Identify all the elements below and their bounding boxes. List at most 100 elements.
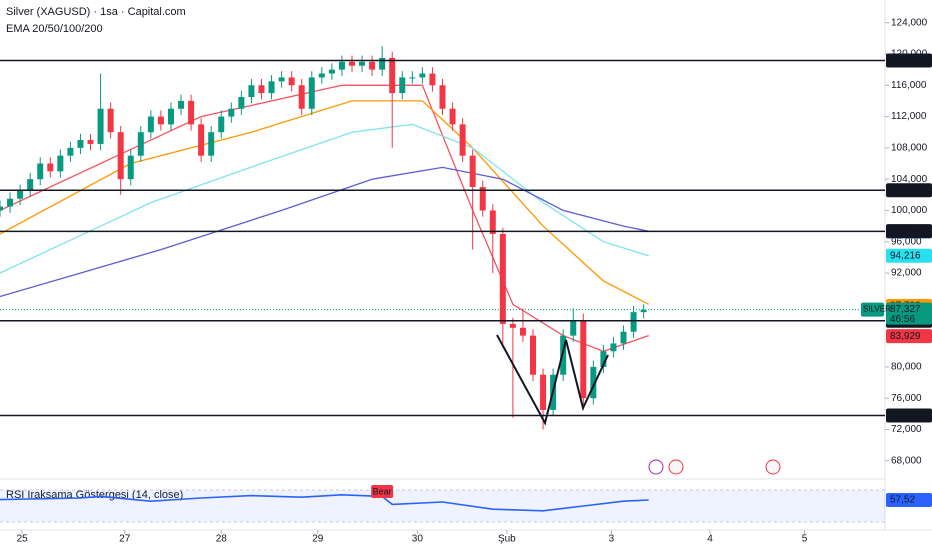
y-tick-label: 96,000 bbox=[891, 236, 922, 247]
y-tick-label: 72,000 bbox=[891, 424, 922, 435]
candle-body bbox=[640, 309, 647, 313]
candle-body bbox=[147, 116, 154, 133]
price-tag bbox=[886, 224, 932, 239]
candle-body bbox=[258, 85, 265, 94]
y-tick-label: 104,000 bbox=[891, 174, 928, 185]
candle-body bbox=[610, 343, 617, 352]
indicator-label: EMA 20/50/100/200 bbox=[6, 23, 103, 35]
last-price-tag bbox=[886, 302, 932, 325]
y-tick-label: 92,000 bbox=[891, 268, 922, 279]
candle-body bbox=[318, 73, 325, 78]
chart-title: Silver (XAGUSD) · 1sa · Capital.com bbox=[6, 6, 186, 18]
candle-body bbox=[137, 132, 144, 156]
candle-body bbox=[0, 206, 3, 211]
candle-body bbox=[399, 77, 406, 94]
candle-body bbox=[178, 100, 185, 109]
candle-body bbox=[97, 108, 104, 144]
rsi-line bbox=[0, 493, 649, 512]
candle-body bbox=[519, 327, 526, 336]
x-tick-label: 28 bbox=[216, 534, 228, 545]
price-tag-label: 94,216 bbox=[890, 250, 921, 261]
x-tick-label: 30 bbox=[412, 534, 424, 545]
candle-body bbox=[449, 108, 456, 125]
candle-body bbox=[238, 97, 245, 109]
candle-body bbox=[117, 132, 124, 180]
level-badge bbox=[886, 183, 932, 198]
candle-body bbox=[127, 155, 134, 180]
candle-body bbox=[278, 77, 285, 82]
event-icon bbox=[648, 459, 664, 475]
candle-body bbox=[540, 374, 547, 410]
plot bbox=[0, 46, 885, 430]
candle-body bbox=[268, 81, 275, 94]
rsi-tag bbox=[886, 492, 932, 507]
signal-label: Bear bbox=[373, 486, 392, 496]
candle-body bbox=[630, 312, 637, 332]
x-tick-label: 4 bbox=[707, 534, 713, 545]
candle-body bbox=[389, 57, 396, 94]
candle-body bbox=[107, 108, 114, 133]
rsi-tag-label: 57,52 bbox=[890, 495, 915, 506]
candle-body bbox=[17, 190, 24, 199]
x-tick-label: 5 bbox=[802, 534, 808, 545]
candle-body bbox=[308, 77, 315, 109]
candle-body bbox=[509, 323, 516, 328]
candle-body bbox=[369, 61, 376, 70]
y-tick-label: 112,000 bbox=[891, 111, 927, 122]
candle-body bbox=[600, 351, 607, 367]
candle-body bbox=[288, 77, 295, 86]
candle-body bbox=[188, 100, 195, 125]
w-pattern bbox=[496, 334, 609, 426]
level-badge-label: 102,588 bbox=[890, 185, 927, 196]
price-tag-label: 83,929 bbox=[890, 331, 921, 342]
y-tick-label: 80,000 bbox=[891, 362, 922, 373]
candle-body bbox=[499, 233, 506, 324]
candle-body bbox=[228, 108, 235, 117]
candle-body bbox=[77, 140, 84, 148]
candle-body bbox=[479, 186, 486, 211]
candle-body bbox=[67, 147, 74, 156]
ema-line bbox=[0, 100, 649, 305]
candle-body bbox=[47, 163, 54, 172]
x-tick-label: Şub bbox=[498, 534, 516, 545]
y-tick-label: 116,000 bbox=[891, 80, 927, 91]
candle-body bbox=[218, 116, 225, 133]
x-tick-label: 29 bbox=[312, 534, 324, 545]
candle-body bbox=[379, 57, 386, 70]
candle-body bbox=[167, 108, 174, 125]
candle-body bbox=[87, 140, 94, 144]
symbol-tag bbox=[861, 302, 884, 317]
candle-body bbox=[530, 335, 537, 375]
candle-body bbox=[57, 155, 64, 172]
candle-body bbox=[439, 85, 446, 109]
level-badge-label: 119,165 bbox=[890, 55, 926, 66]
symbol-tag-label: SILVER bbox=[863, 305, 891, 314]
y-tick-label: 100,000 bbox=[891, 205, 928, 216]
level-badge bbox=[886, 408, 932, 423]
candle-body bbox=[338, 61, 345, 70]
y-tick-label: 68,000 bbox=[891, 455, 922, 466]
countdown: 46:56 bbox=[890, 314, 915, 325]
candle-body bbox=[489, 210, 496, 234]
candle-body bbox=[298, 85, 305, 109]
last-price-label: 87,327 bbox=[890, 304, 921, 315]
event-icons bbox=[648, 459, 781, 475]
y-tick-label: 124,000 bbox=[891, 17, 928, 28]
x-tick-label: 27 bbox=[119, 534, 131, 545]
level-badge-label: 73,795 bbox=[890, 410, 921, 421]
candle-body bbox=[409, 77, 416, 79]
rsi-band bbox=[0, 490, 885, 522]
candle-body bbox=[359, 61, 366, 66]
candle-body bbox=[328, 69, 335, 74]
signal-badge bbox=[371, 485, 394, 498]
candle-body bbox=[208, 132, 215, 156]
price-tag bbox=[886, 248, 932, 263]
candle-body bbox=[157, 116, 164, 125]
candle-body bbox=[590, 366, 597, 399]
y-tick-label: 108,000 bbox=[891, 142, 928, 153]
event-icon bbox=[765, 459, 781, 475]
candle-body bbox=[419, 73, 426, 78]
candle-body bbox=[37, 163, 44, 180]
